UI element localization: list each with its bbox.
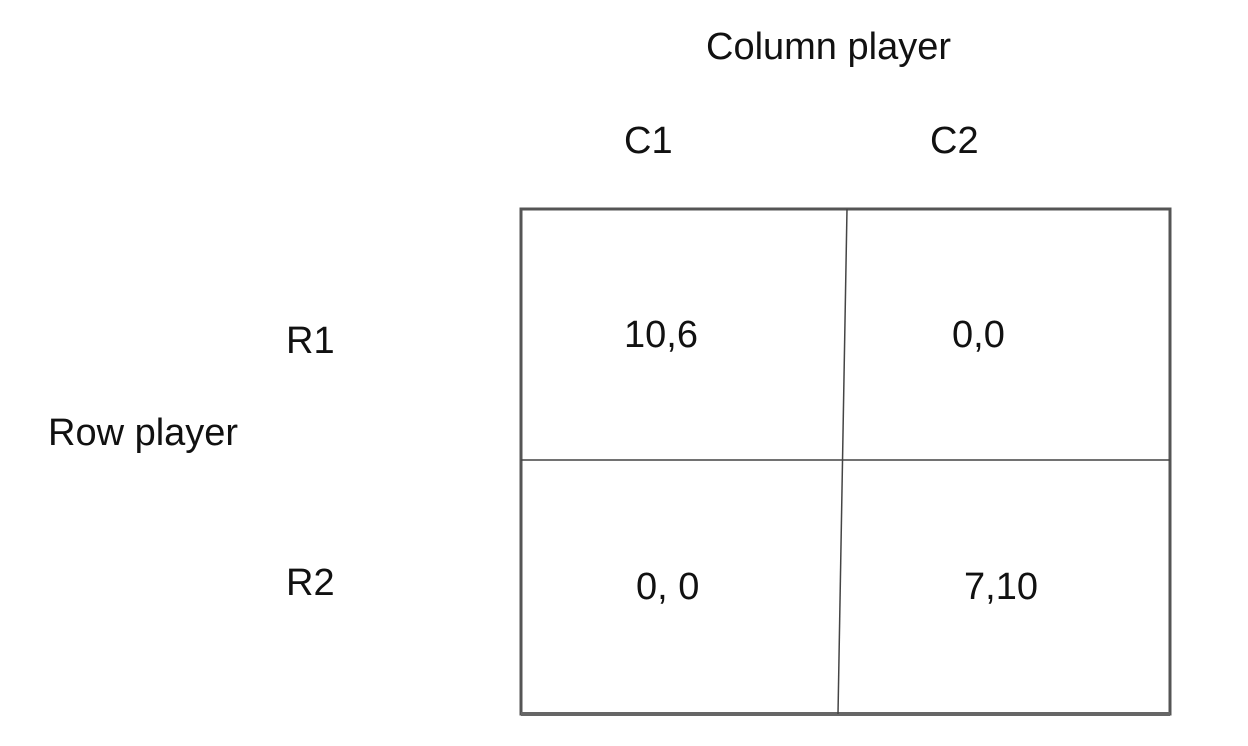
row-strategy-r2: R2	[286, 562, 335, 604]
grid-vertical-divider	[837, 208, 848, 715]
payoff-cell-r1-c2: 0,0	[952, 314, 1005, 356]
row-strategy-r1: R1	[286, 320, 335, 362]
payoff-cell-r2-c2: 7,10	[964, 566, 1038, 608]
column-player-title: Column player	[706, 26, 951, 68]
payoff-cell-r2-c1: 0, 0	[636, 566, 700, 608]
row-player-title: Row player	[48, 412, 239, 454]
payoff-cell-r1-c1: 10,6	[624, 314, 698, 356]
column-strategy-c2: C2	[930, 120, 979, 162]
column-strategy-c1: C1	[624, 120, 673, 162]
